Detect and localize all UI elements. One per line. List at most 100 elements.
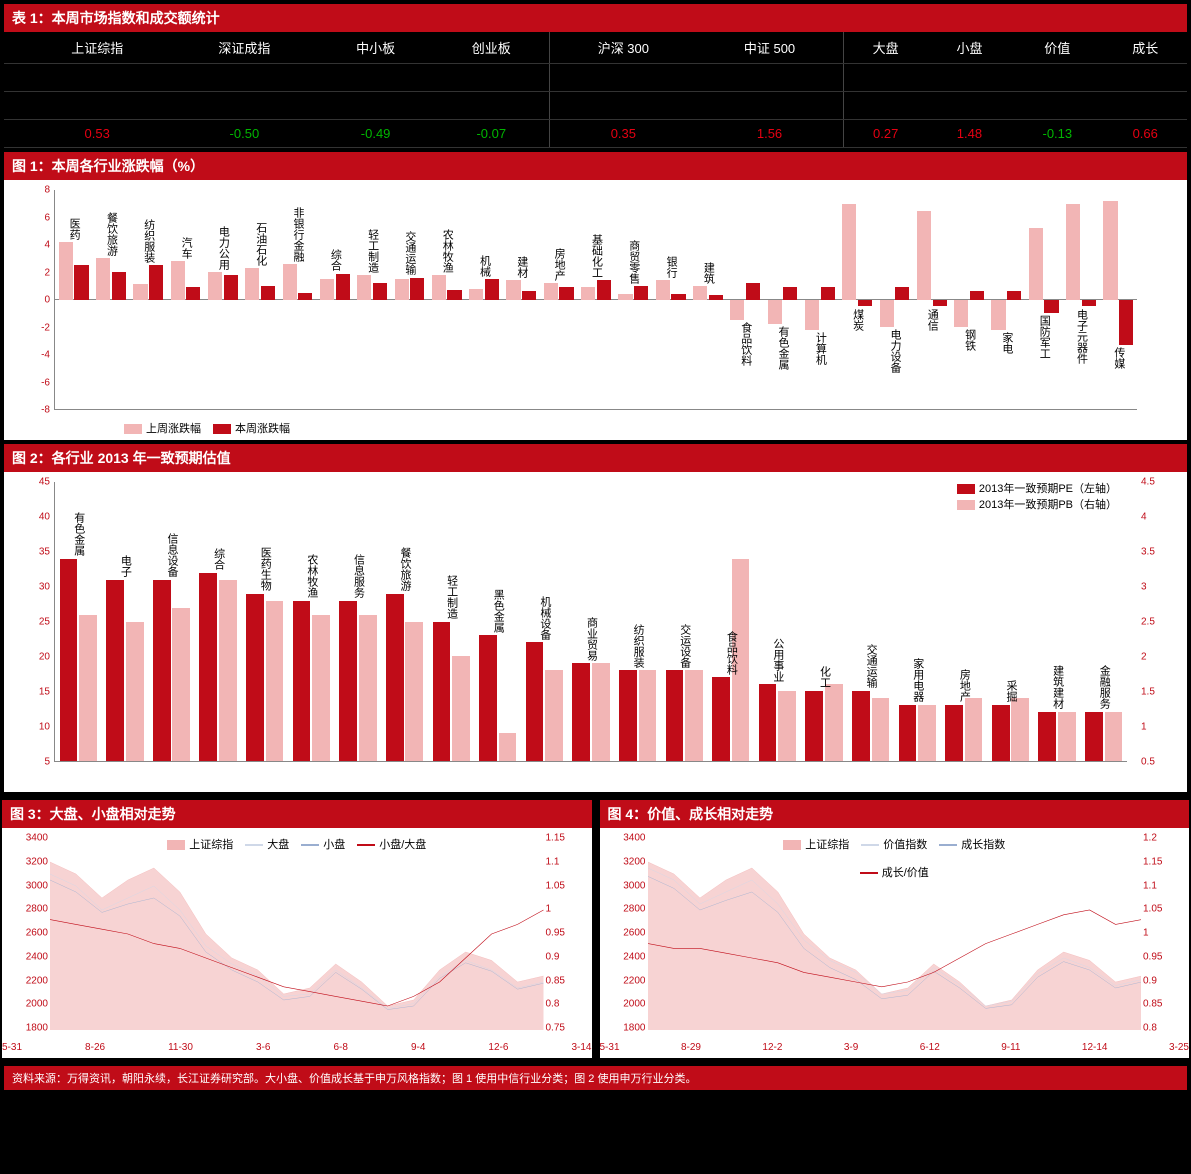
table1-col: 中证 500: [696, 32, 843, 64]
fig2-category-label: 餐饮旅游: [399, 547, 410, 591]
fig2-panel: 图 2：各行业 2013 年一致预期估值 45403530252015105 4…: [4, 444, 1187, 792]
fig1-bar: [933, 300, 947, 307]
fig1-bar: [858, 300, 872, 307]
table1-col: 小盘: [928, 32, 1011, 64]
table1-panel: 表 1：本周市场指数和成交额统计 上证综指深证成指中小板创业板沪深 300中证 …: [4, 4, 1187, 148]
fig2-category-label: 机械设备: [539, 596, 550, 640]
fig2-pb-bar: [778, 691, 796, 761]
fig1-category-label: 交通运输: [404, 231, 415, 275]
fig2-pe-bar: [106, 580, 124, 761]
fig2-pe-bar: [153, 580, 171, 761]
fig1-bar: [559, 287, 573, 299]
fig1-bar-group: 轻工制造: [353, 190, 390, 409]
fig2-bar-group: 轻工制造: [428, 482, 475, 761]
fig1-bar-group: 房地产: [540, 190, 577, 409]
fig1-bar-group: 非银行金融: [279, 190, 316, 409]
fig1-category-label: 农林牧渔: [441, 229, 452, 273]
fig2-bar-group: 机械设备: [521, 482, 568, 761]
fig1-bar-group: 食品饮料: [727, 190, 764, 409]
fig2-pb-bar: [1105, 712, 1123, 761]
fig1-category-label: 计算机: [814, 332, 825, 365]
legend-item: 大盘: [245, 836, 289, 852]
x-tick: 3-25: [1169, 1042, 1189, 1058]
fig1-bar: [917, 211, 931, 300]
fig1-bar-group: 钢铁: [950, 190, 987, 409]
fig2-category-label: 信息设备: [166, 533, 177, 577]
fig1-bar-group: 交通运输: [391, 190, 428, 409]
fig1-category-label: 电子元器件: [1076, 309, 1087, 364]
table1-cell: 1.48: [928, 120, 1011, 148]
x-tick: 12-6: [488, 1042, 508, 1058]
fig2-pb-bar: [219, 580, 237, 761]
fig2-bar-group: 房地产: [941, 482, 988, 761]
fig3-panel: 图 3：大盘、小盘相对走势 34003200300028002600240022…: [2, 800, 592, 1058]
fig1-bar-group: 机械: [465, 190, 502, 409]
fig1-bar: [805, 300, 819, 330]
fig2-category-label: 纺织服装: [632, 624, 643, 668]
fig2-pe-bar: [1085, 712, 1103, 761]
fig2-pe-bar: [945, 705, 963, 761]
fig2-pe-bar: [479, 635, 497, 761]
fig2-pe-bar: [199, 573, 217, 761]
fig1-bar: [410, 278, 424, 300]
table1-cell: 1.56: [696, 120, 843, 148]
fig1-bar: [1082, 300, 1096, 307]
fig1-bar-group: 家电: [988, 190, 1025, 409]
legend-item: 上证综指: [167, 836, 233, 852]
x-tick: 8-26: [85, 1042, 105, 1058]
x-tick: 8-29: [681, 1042, 701, 1058]
fig2-pb-bar: [965, 698, 983, 761]
fig1-bar: [298, 293, 312, 300]
fig1-bar: [783, 287, 797, 299]
fig1-bar: [1029, 228, 1043, 299]
fig2-category-label: 采掘: [1005, 680, 1016, 702]
fig1-bar-group: 农林牧渔: [428, 190, 465, 409]
fig1-bar-group: 煤炭: [839, 190, 876, 409]
fig2-category-label: 建筑建材: [1052, 665, 1063, 709]
fig1-bar-group: 电力公用: [204, 190, 241, 409]
x-tick: 3-6: [256, 1042, 270, 1058]
fig2-category-label: 综合: [213, 548, 224, 570]
fig1-bar: [447, 290, 461, 300]
fig1-bar-group: 国防军工: [1025, 190, 1062, 409]
fig1-bar: [768, 300, 782, 325]
fig1-bar: [59, 242, 73, 299]
fig1-bar-group: 计算机: [801, 190, 838, 409]
table1-col: 上证综指: [24, 32, 171, 64]
x-tick: 12-2: [762, 1042, 782, 1058]
fig2-bar-group: 金融服务: [1080, 482, 1127, 761]
fig2-pb-bar: [266, 601, 284, 761]
fig1-bar: [171, 261, 185, 299]
fig2-pe-bar: [246, 594, 264, 761]
fig1-category-label: 银行: [665, 256, 676, 278]
fig1-bar: [693, 286, 707, 300]
fig1-category-label: 石油石化: [255, 222, 266, 266]
fig2-pe-bar: [386, 594, 404, 761]
fig2-pe-bar: [1038, 712, 1056, 761]
x-tick: 6-8: [333, 1042, 347, 1058]
fig1-bar: [261, 286, 275, 300]
fig1-category-label: 餐饮旅游: [105, 212, 116, 256]
fig2-bar-group: 农林牧渔: [288, 482, 335, 761]
fig1-bar: [112, 272, 126, 299]
table1-col: 价值: [1011, 32, 1103, 64]
fig2-pe-bar: [852, 691, 870, 761]
fig1-bar: [133, 284, 147, 299]
fig2-pb-bar: [1011, 698, 1029, 761]
fig2-bar-group: 电子: [102, 482, 149, 761]
fig2-bar-group: 信息设备: [148, 482, 195, 761]
fig1-bar: [224, 275, 238, 300]
fig2-pe-bar: [293, 601, 311, 761]
fig1-category-label: 医药: [68, 218, 79, 240]
fig1-bar: [709, 295, 723, 299]
fig1-bar-group: 石油石化: [242, 190, 279, 409]
fig2-bar-group: 食品饮料: [708, 482, 755, 761]
fig2-category-label: 公用事业: [772, 638, 783, 682]
fig2-pb-bar: [126, 622, 144, 762]
fig2-pb-bar: [685, 670, 703, 761]
fig2-pe-bar: [805, 691, 823, 761]
fig1-bar: [970, 291, 984, 299]
fig1-category-label: 电力设备: [889, 329, 900, 373]
fig1-bar: [1044, 300, 1058, 314]
fig1-bar-group: 传媒: [1100, 190, 1137, 409]
